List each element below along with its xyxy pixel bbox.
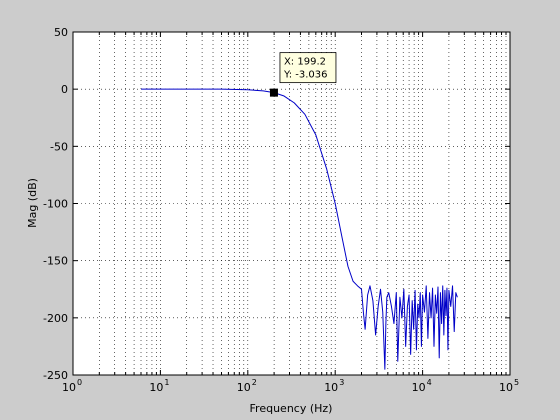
- x-tick-label-base: 10: [412, 381, 426, 394]
- y-tick-label: -100: [43, 198, 68, 211]
- x-tick-label: 10 1: [149, 378, 169, 394]
- x-tick-label-exponent: 2: [252, 378, 257, 387]
- x-tick-labels: 10 0 10 1 10 2 10 3 10 4 10 5: [62, 378, 519, 394]
- y-tick-label: 0: [61, 83, 68, 96]
- y-tick-label: -50: [50, 140, 68, 153]
- x-tick-label-base: 10: [149, 381, 163, 394]
- x-tick-label: 10 5: [499, 378, 519, 394]
- x-tick-label-exponent: 0: [77, 378, 82, 387]
- data-tip-y-value: Y: -3.036: [283, 70, 328, 81]
- x-tick-label: 10 0: [62, 378, 82, 394]
- x-tick-label-exponent: 4: [427, 378, 432, 387]
- x-tick-label-base: 10: [237, 381, 251, 394]
- y-tick-label: -150: [43, 255, 68, 268]
- x-tick-label-exponent: 3: [339, 378, 344, 387]
- y-tick-label: -200: [43, 312, 68, 325]
- x-tick-label: 10 4: [412, 378, 432, 394]
- y-tick-labels: 50 0 -50 -100 -150 -200 -250: [43, 26, 68, 382]
- series-line: [141, 88, 458, 370]
- data-tip-box[interactable]: [279, 52, 337, 84]
- x-tick-label-exponent: 1: [164, 378, 169, 387]
- y-axis-label: Mag (dB): [26, 178, 39, 228]
- data-tip[interactable]: X: 199.2 Y: -3.036: [269, 52, 337, 97]
- x-tick-label: 10 2: [237, 378, 257, 394]
- x-tick-label-base: 10: [62, 381, 76, 394]
- tick-marks: [72, 31, 511, 376]
- x-tick-label-base: 10: [499, 381, 513, 394]
- data-tip-marker[interactable]: [269, 88, 278, 97]
- y-tick-label: -250: [43, 369, 68, 382]
- series-layer: [141, 88, 458, 370]
- x-tick-label-exponent: 5: [514, 378, 519, 387]
- x-tick-label-base: 10: [324, 381, 338, 394]
- x-tick-label: 10 3: [324, 378, 344, 394]
- y-tick-label: 50: [54, 26, 68, 39]
- x-axis-label: Frequency (Hz): [250, 402, 333, 415]
- data-tip-x-value: X: 199.2: [284, 57, 326, 68]
